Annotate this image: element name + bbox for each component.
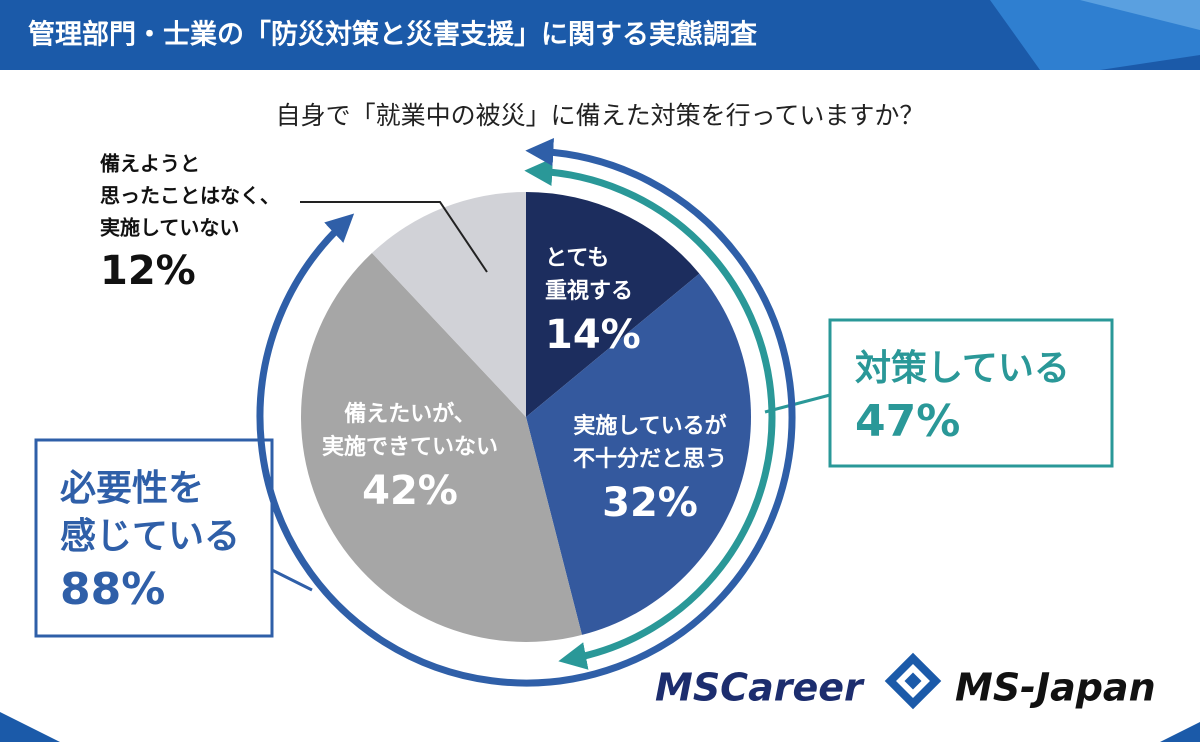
annotation-connector bbox=[764, 393, 831, 414]
annotation-label: 対策している bbox=[855, 348, 1070, 389]
slice-value-label: 14% bbox=[545, 312, 641, 358]
slice-label: 思ったことはなく、 bbox=[100, 184, 280, 208]
annotation-value-label: 88% bbox=[60, 564, 165, 615]
logo-icon bbox=[884, 652, 942, 710]
pie-slice bbox=[301, 252, 582, 642]
slice-label: とても bbox=[545, 246, 609, 271]
corner-stripe bbox=[1160, 722, 1200, 742]
slice-label: 不十分だと思う bbox=[573, 447, 727, 472]
slice-label: 実施していない bbox=[100, 216, 239, 240]
pie-slice bbox=[371, 192, 526, 417]
annotation-arc bbox=[524, 158, 776, 670]
slice-label: 備えたいが、 bbox=[344, 401, 476, 427]
annotation-label: 感じている bbox=[60, 516, 240, 557]
slice-label: 備えようと bbox=[100, 152, 200, 176]
slice-label: 実施できていない bbox=[322, 434, 498, 460]
title: 管理部門・士業の「防災対策と災害支援」に関する実態調査 bbox=[28, 19, 757, 51]
pie bbox=[301, 192, 752, 642]
annotation-arc bbox=[256, 138, 796, 687]
logo: MS-Japan bbox=[955, 666, 1156, 710]
logo: MSCareer bbox=[655, 666, 865, 710]
slice-label: 実施しているが bbox=[573, 413, 726, 439]
slice-label: 重視する bbox=[545, 279, 633, 304]
slice-value-label: 42% bbox=[362, 468, 458, 514]
corner-stripe bbox=[0, 712, 60, 742]
annotation-label: 必要性を bbox=[60, 468, 204, 509]
subtitle: 自身で「就業中の被災」に備えた対策を行っていますか？ bbox=[276, 101, 925, 130]
annotation-box bbox=[34, 438, 274, 638]
header-stripe bbox=[1080, 0, 1200, 30]
annotation-value-label: 47% bbox=[855, 396, 960, 447]
annotation-box bbox=[828, 318, 1114, 468]
slice-value-label: 32% bbox=[602, 480, 698, 526]
header-stripe bbox=[990, 0, 1200, 70]
slice-value-label: 12% bbox=[100, 248, 196, 294]
annotation-connector bbox=[271, 568, 313, 592]
